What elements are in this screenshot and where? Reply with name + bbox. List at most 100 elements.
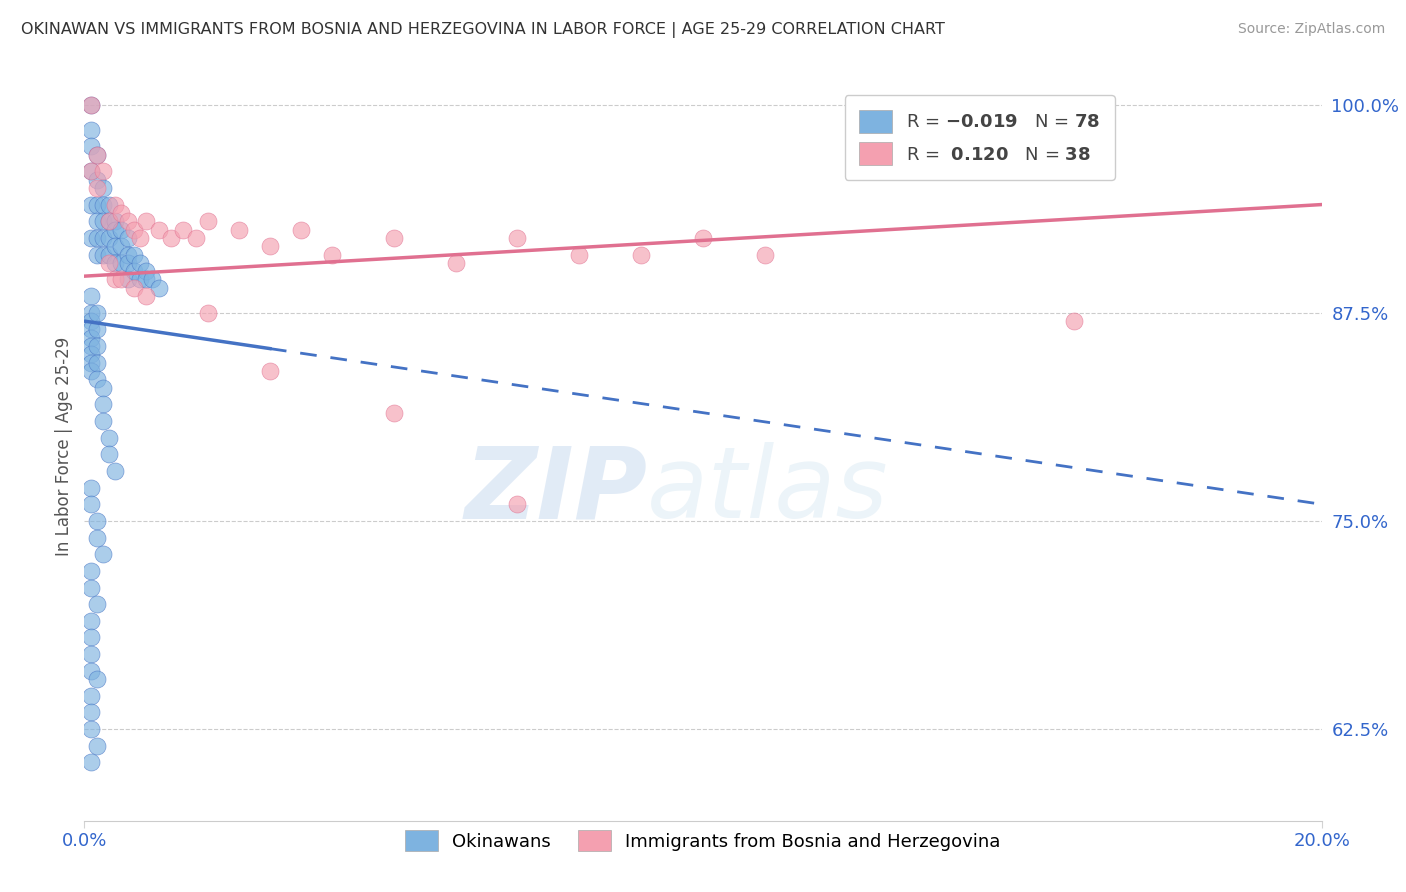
Point [104,272,127,286]
Point [630,247,652,261]
Point [98,247,121,261]
Point [86,597,108,611]
Point [79,614,101,628]
Point [86,306,108,320]
Point [86,339,108,353]
Point [172,222,194,236]
Point [98,231,121,245]
Point [79,356,101,370]
Point [79,564,101,578]
Point [91,181,114,195]
Point [91,397,114,411]
Point [110,272,132,286]
Point [104,197,127,211]
Point [98,197,121,211]
Point [79,722,101,736]
Point [129,272,152,286]
Point [135,214,157,228]
Point [86,372,108,386]
Point [79,497,101,511]
Point [86,214,108,228]
Point [91,414,114,428]
Point [79,364,101,378]
Point [382,406,405,420]
Y-axis label: In Labor Force | Age 25-29: In Labor Force | Age 25-29 [55,336,73,556]
Point [382,231,405,245]
Point [86,322,108,336]
Point [135,272,157,286]
Point [259,239,281,253]
Point [79,756,101,770]
Text: ZIP: ZIP [464,442,647,540]
Point [104,464,127,478]
Point [86,672,108,686]
Point [110,222,132,236]
Point [79,647,101,661]
Point [129,231,152,245]
Point [79,231,101,245]
Point [259,364,281,378]
Point [86,739,108,753]
Point [506,497,529,511]
Point [692,231,714,245]
Point [104,256,127,270]
Point [79,347,101,361]
Point [79,289,101,303]
Point [86,356,108,370]
Point [86,247,108,261]
Point [444,256,467,270]
Point [79,689,101,703]
Point [86,172,108,186]
Point [104,222,127,236]
Point [98,214,121,228]
Point [91,214,114,228]
Point [148,222,170,236]
Point [86,514,108,528]
Point [86,147,108,161]
Point [86,181,108,195]
Point [117,256,139,270]
Point [79,581,101,595]
Point [135,289,157,303]
Point [754,247,776,261]
Point [160,231,183,245]
Point [1063,314,1085,328]
Point [79,664,101,678]
Text: OKINAWAN VS IMMIGRANTS FROM BOSNIA AND HERZEGOVINA IN LABOR FORCE | AGE 25-29 CO: OKINAWAN VS IMMIGRANTS FROM BOSNIA AND H… [21,22,945,38]
Point [98,431,121,445]
Point [79,314,101,328]
Point [79,631,101,645]
Point [79,122,101,136]
Point [79,339,101,353]
Point [91,381,114,395]
Point [117,247,139,261]
Point [79,197,101,211]
Point [104,214,127,228]
Point [122,281,145,295]
Point [568,247,591,261]
Point [110,206,132,220]
Point [290,222,312,236]
Point [91,547,114,561]
Point [98,214,121,228]
Point [184,231,207,245]
Point [104,239,127,253]
Point [122,222,145,236]
Point [148,281,170,295]
Point [117,231,139,245]
Point [321,247,343,261]
Point [79,164,101,178]
Point [110,256,132,270]
Point [122,247,145,261]
Point [228,222,250,236]
Point [86,231,108,245]
Point [79,164,101,178]
Point [117,272,139,286]
Point [79,139,101,153]
Point [98,447,121,461]
Text: atlas: atlas [647,442,889,540]
Point [135,264,157,278]
Point [79,706,101,720]
Point [86,147,108,161]
Point [79,97,101,112]
